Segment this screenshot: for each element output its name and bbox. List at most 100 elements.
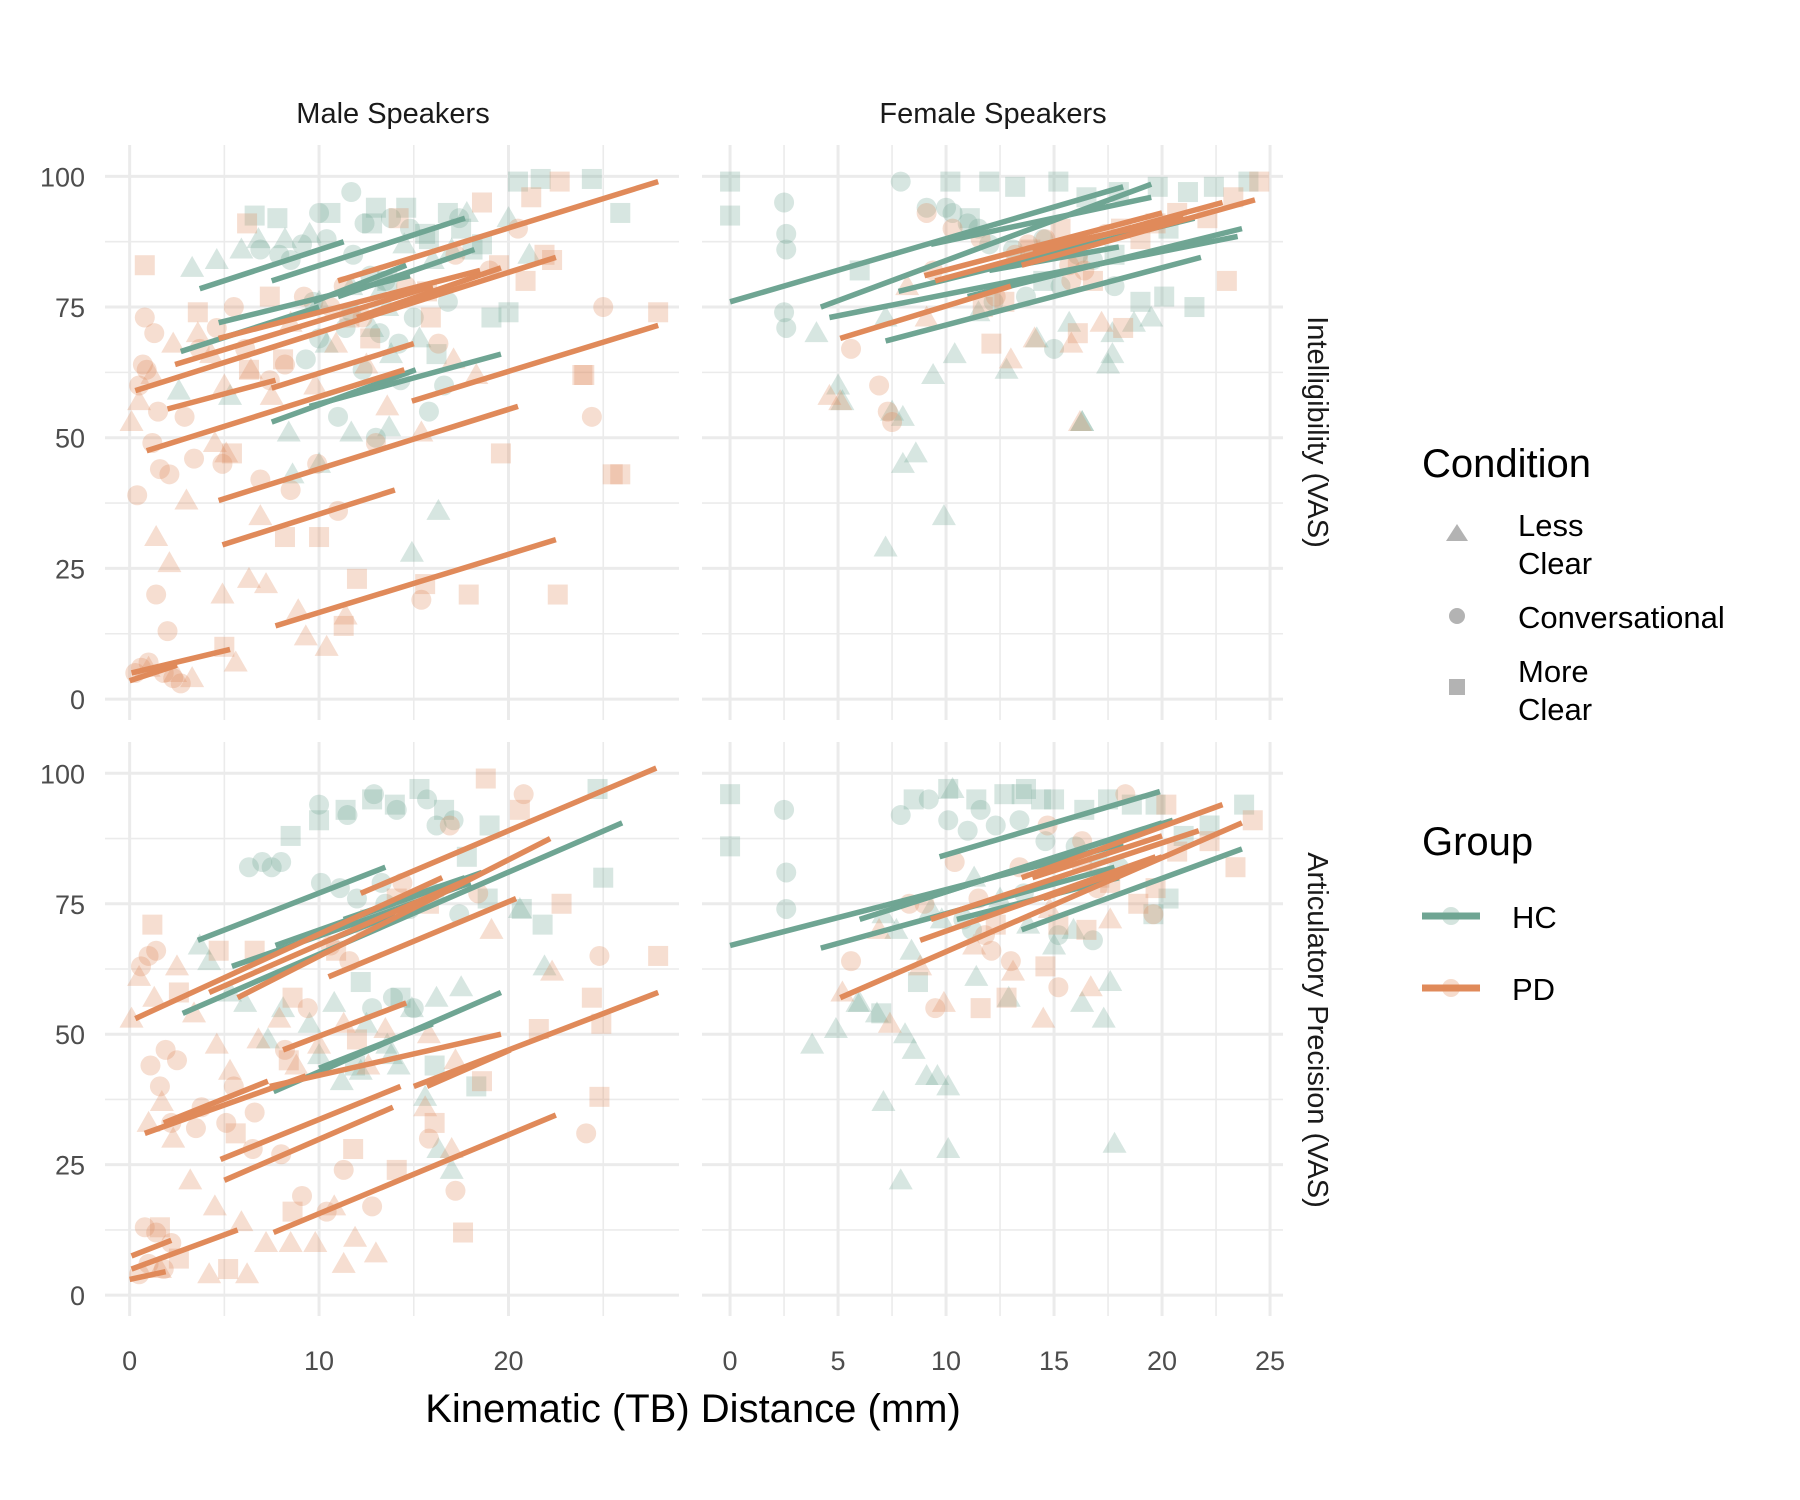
data-point	[185, 321, 210, 343]
data-point	[938, 778, 959, 799]
data-point	[443, 1048, 468, 1070]
data-point	[942, 202, 963, 223]
data-point	[593, 297, 614, 318]
data-point	[309, 202, 330, 223]
panel-marks-r0-c0	[119, 168, 669, 694]
data-point	[295, 349, 316, 370]
data-point	[180, 666, 205, 688]
data-point	[328, 406, 349, 427]
fit-line	[1020, 802, 1224, 881]
data-point	[148, 401, 169, 422]
data-point	[365, 197, 386, 218]
data-point	[388, 208, 409, 229]
data-point	[1035, 831, 1056, 852]
data-point	[250, 239, 271, 260]
data-point	[329, 1069, 354, 1091]
data-point	[1177, 182, 1198, 203]
data-point	[324, 331, 349, 353]
data-point	[149, 1217, 170, 1238]
data-point	[428, 333, 449, 354]
fit-line	[270, 341, 415, 391]
data-point	[335, 799, 356, 820]
fit-line	[174, 283, 434, 368]
data-point	[530, 168, 551, 189]
data-point	[1059, 331, 1084, 353]
data-point	[418, 1128, 439, 1149]
fit-line	[884, 254, 1202, 344]
legend-group-title: Group	[1422, 820, 1533, 864]
data-point	[439, 1157, 464, 1179]
data-point	[362, 213, 383, 234]
data-point	[918, 896, 943, 918]
data-point	[720, 171, 741, 192]
data-point	[426, 344, 447, 365]
legend-item-conversational: Conversational	[1449, 600, 1725, 635]
data-point	[293, 624, 318, 646]
panel-marks-r0-c1	[720, 171, 1270, 557]
data-point	[540, 959, 565, 981]
data-point	[280, 480, 301, 500]
data-point	[1143, 904, 1164, 925]
data-point	[1001, 959, 1026, 981]
data-point	[178, 1168, 203, 1190]
data-point	[593, 867, 614, 888]
fit-line	[236, 836, 552, 1001]
fit-line	[1020, 846, 1243, 933]
fit-line	[198, 239, 345, 292]
data-point	[238, 357, 263, 379]
fit-line	[162, 1078, 269, 1126]
fit-line	[356, 265, 502, 321]
data-point	[439, 815, 460, 836]
data-point	[354, 352, 379, 374]
data-point	[161, 331, 186, 353]
data-point	[276, 420, 301, 442]
data-point	[280, 825, 301, 846]
data-point	[237, 213, 258, 234]
data-point	[931, 990, 956, 1012]
data-point	[996, 987, 1017, 1008]
data-point	[1100, 342, 1125, 364]
data-point	[1057, 310, 1082, 332]
data-point	[602, 464, 623, 485]
data-point	[1158, 888, 1179, 909]
x-tick-label: 10	[931, 1346, 961, 1376]
data-point	[252, 852, 273, 873]
data-point	[581, 168, 602, 189]
data-point	[1042, 933, 1067, 955]
data-point	[214, 441, 239, 463]
data-point	[233, 990, 258, 1012]
data-point	[170, 673, 191, 694]
data-point	[346, 1029, 367, 1050]
data-point	[1067, 410, 1092, 432]
data-point	[521, 187, 542, 208]
data-point	[549, 171, 570, 192]
data-point	[284, 1053, 309, 1075]
data-point	[823, 1017, 848, 1038]
data-point	[1067, 323, 1088, 344]
data-point	[426, 815, 447, 836]
data-point	[1091, 1006, 1116, 1028]
data-point	[297, 1011, 322, 1033]
fit-line	[272, 1112, 557, 1236]
fit-line	[221, 487, 396, 548]
fit-line	[1031, 833, 1163, 881]
fit-line	[208, 875, 474, 995]
data-point	[804, 321, 829, 343]
data-point	[925, 998, 946, 1019]
data-point	[882, 412, 903, 433]
legend-condition-title: Condition	[1422, 442, 1591, 486]
data-point	[244, 1102, 265, 1123]
data-point	[817, 383, 842, 405]
data-point	[1035, 956, 1056, 977]
data-point	[916, 197, 937, 218]
fit-line	[828, 233, 1239, 321]
data-point	[589, 945, 610, 966]
data-point	[164, 954, 189, 976]
data-point	[274, 354, 295, 375]
data-point	[272, 227, 297, 249]
data-point	[490, 443, 511, 464]
legend-condition: Condition Less Clear Conversational More C…	[1422, 442, 1725, 727]
fit-line	[181, 820, 624, 1016]
data-point	[1070, 410, 1095, 432]
